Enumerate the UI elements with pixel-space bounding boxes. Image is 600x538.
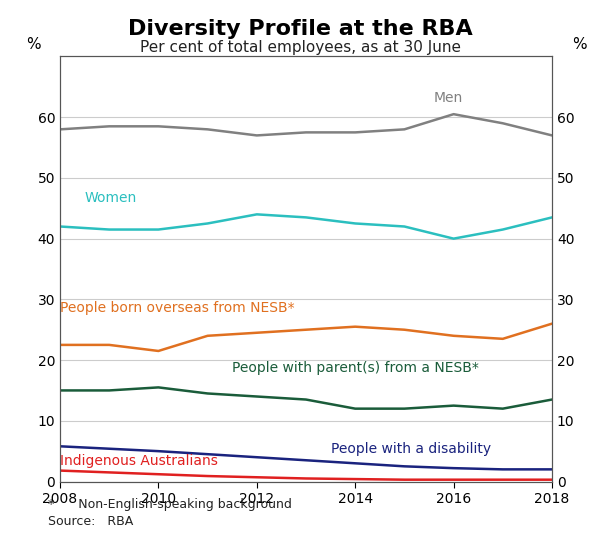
Text: *      Non-English-speaking background: * Non-English-speaking background	[48, 498, 292, 512]
Text: People born overseas from NESB*: People born overseas from NESB*	[60, 301, 295, 315]
Text: Per cent of total employees, as at 30 June: Per cent of total employees, as at 30 Ju…	[139, 40, 461, 55]
Text: Diversity Profile at the RBA: Diversity Profile at the RBA	[128, 19, 472, 39]
Text: %: %	[26, 37, 40, 52]
Text: People with a disability: People with a disability	[331, 442, 491, 456]
Text: Women: Women	[85, 191, 137, 206]
Text: Indigenous Australians: Indigenous Australians	[60, 454, 218, 468]
Text: People with parent(s) from a NESB*: People with parent(s) from a NESB*	[232, 361, 479, 376]
Text: Source:   RBA: Source: RBA	[48, 514, 133, 528]
Text: Men: Men	[434, 91, 463, 105]
Text: %: %	[572, 37, 586, 52]
